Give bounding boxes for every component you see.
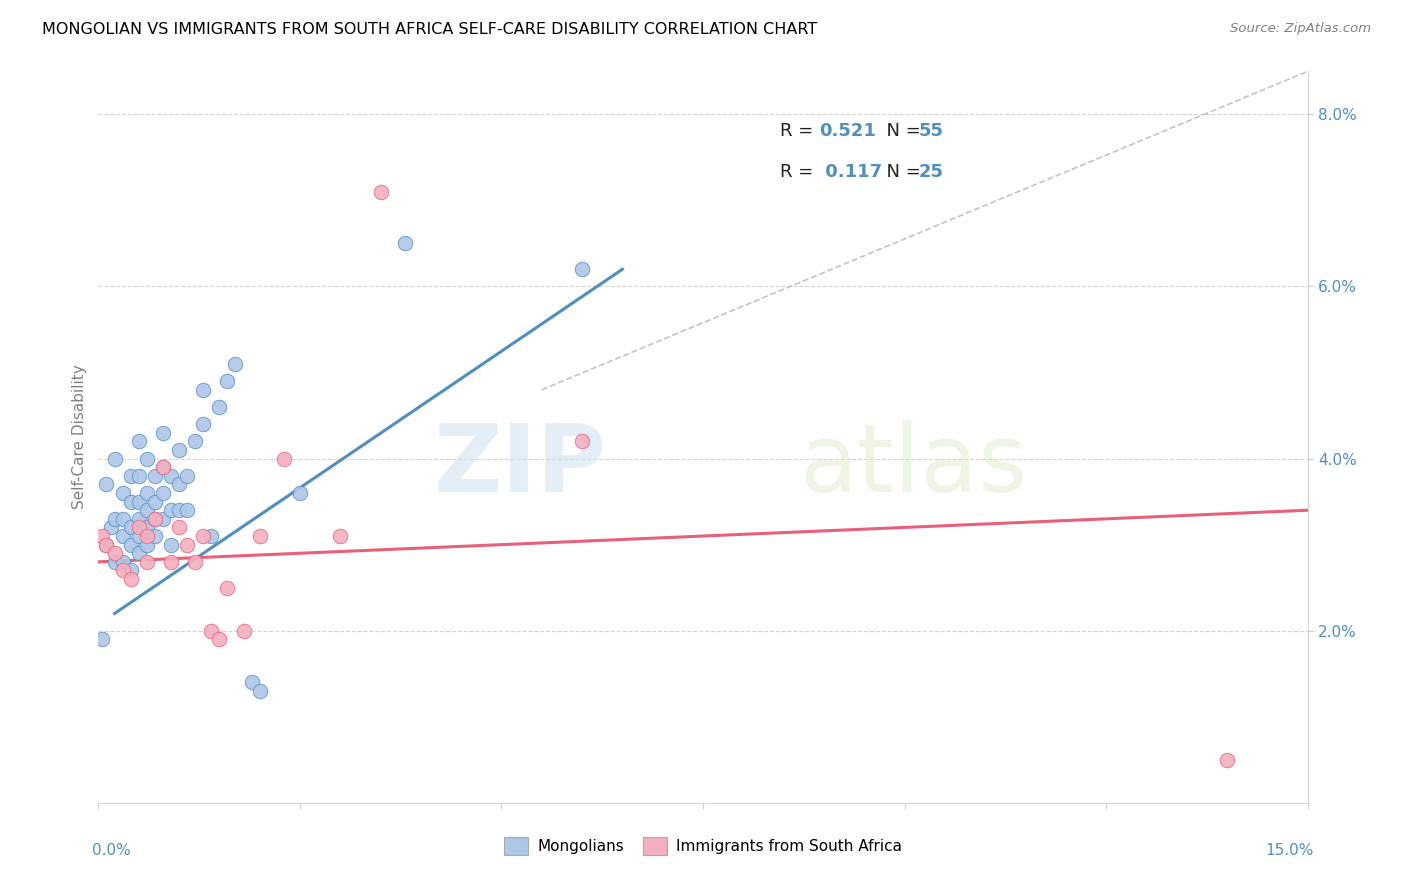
Point (120, 564, 142, 578)
Point (167, 442, 190, 457)
Point (176, 468, 198, 483)
Point (111, 512, 134, 526)
Point (143, 468, 166, 483)
Point (96, 538, 118, 552)
Text: atlas: atlas (800, 420, 1028, 512)
Point (176, 503, 198, 517)
Point (128, 529, 150, 543)
Point (217, 581, 239, 595)
Point (249, 529, 271, 543)
Point (249, 684, 271, 698)
Text: N =: N = (876, 163, 927, 181)
Point (120, 572, 142, 586)
Point (152, 460, 174, 475)
Point (193, 383, 215, 397)
Point (120, 538, 142, 552)
Point (370, 185, 392, 199)
Point (120, 494, 142, 508)
Point (184, 555, 207, 569)
Point (152, 486, 174, 500)
Text: 25: 25 (920, 163, 943, 181)
Point (184, 434, 207, 449)
Point (128, 512, 150, 526)
Text: 0.117: 0.117 (820, 163, 882, 181)
Point (571, 434, 593, 449)
Point (217, 374, 239, 388)
Text: 0.521: 0.521 (820, 121, 876, 140)
Point (96, 538, 118, 552)
Point (288, 486, 311, 500)
Text: MONGOLIAN VS IMMIGRANTS FROM SOUTH AFRICA SELF-CARE DISABILITY CORRELATION CHART: MONGOLIAN VS IMMIGRANTS FROM SOUTH AFRIC… (42, 22, 817, 37)
Point (224, 357, 246, 371)
Point (193, 417, 215, 432)
Point (135, 486, 157, 500)
Point (135, 538, 157, 552)
Point (103, 451, 125, 466)
Point (111, 486, 134, 500)
Point (176, 538, 198, 552)
Point (135, 520, 157, 534)
Point (128, 520, 150, 534)
Point (91, 529, 114, 543)
Point (91, 632, 114, 647)
Point (111, 564, 134, 578)
Point (200, 529, 222, 543)
Point (143, 512, 166, 526)
Point (143, 529, 166, 543)
Point (232, 624, 254, 638)
Point (394, 236, 416, 251)
Text: ZIP: ZIP (433, 420, 606, 512)
Point (128, 434, 150, 449)
Point (571, 262, 593, 277)
Y-axis label: Self-Care Disability: Self-Care Disability (72, 365, 87, 509)
Point (208, 632, 231, 647)
Point (120, 520, 142, 534)
Point (111, 555, 134, 569)
Point (273, 451, 295, 466)
Text: R =: R = (780, 163, 818, 181)
Point (152, 460, 174, 475)
Point (103, 512, 125, 526)
Point (152, 425, 174, 440)
Point (100, 520, 122, 534)
Point (103, 555, 125, 569)
Text: R =: R = (780, 121, 818, 140)
Point (128, 468, 150, 483)
Point (152, 512, 174, 526)
Text: 0.0%: 0.0% (93, 843, 131, 858)
Text: 55: 55 (920, 121, 943, 140)
Point (160, 503, 183, 517)
Point (167, 503, 190, 517)
Point (193, 529, 215, 543)
Point (135, 503, 157, 517)
Point (160, 468, 183, 483)
Point (167, 520, 190, 534)
Point (160, 538, 183, 552)
Point (200, 624, 222, 638)
Point (1216, 753, 1239, 767)
Point (160, 555, 183, 569)
Text: Source: ZipAtlas.com: Source: ZipAtlas.com (1230, 22, 1371, 36)
Point (120, 468, 142, 483)
Text: N =: N = (876, 121, 927, 140)
Point (128, 546, 150, 560)
Point (103, 546, 125, 560)
Point (135, 529, 157, 543)
Point (135, 451, 157, 466)
Point (143, 512, 166, 526)
Legend: Mongolians, Immigrants from South Africa: Mongolians, Immigrants from South Africa (498, 831, 908, 861)
Point (240, 675, 263, 690)
Point (329, 529, 352, 543)
Point (143, 494, 166, 508)
Point (167, 477, 190, 491)
Point (111, 529, 134, 543)
Point (135, 555, 157, 569)
Point (208, 400, 231, 414)
Point (96, 477, 118, 491)
Point (128, 494, 150, 508)
Text: 15.0%: 15.0% (1265, 843, 1313, 858)
